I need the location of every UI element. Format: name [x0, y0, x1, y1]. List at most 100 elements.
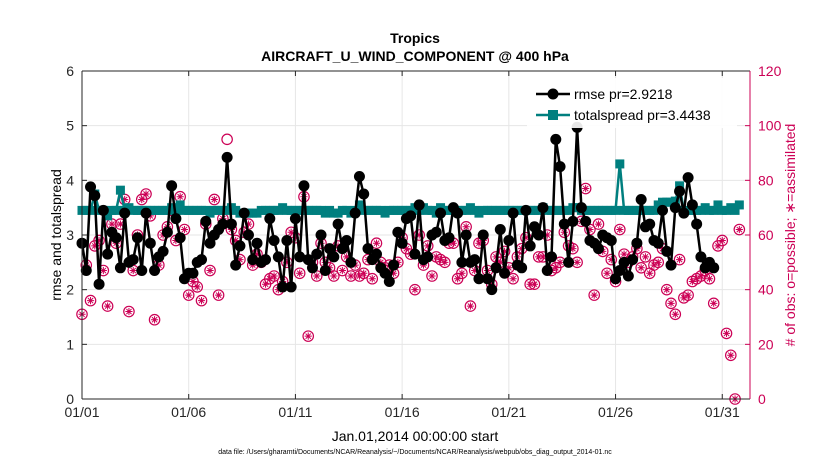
- obs-assimilated-point: [210, 195, 218, 204]
- obs-possible-point: [84, 294, 97, 307]
- y-tick-label-right: 20: [758, 336, 774, 352]
- obs-assimilated-point: [539, 253, 547, 261]
- legend-rmse-label: rmse pr=2.9218: [574, 86, 673, 102]
- obs-assimilated-point: [296, 269, 304, 277]
- totalspread-point: [115, 185, 125, 195]
- rmse-point: [358, 188, 370, 200]
- rmse-point: [550, 133, 562, 145]
- obs-possible-point: [195, 294, 208, 307]
- y-tick-label-left: 3: [66, 227, 74, 243]
- rmse-point: [686, 199, 698, 211]
- y-tick-label-left: 4: [66, 172, 74, 188]
- x-tick-label: 01/26: [598, 404, 633, 420]
- obs-assimilated-point: [603, 269, 611, 277]
- rmse-point: [652, 237, 664, 249]
- obs-possible-point: [302, 330, 315, 342]
- rmse-point: [669, 202, 681, 214]
- rmse-point: [635, 193, 647, 205]
- rmse-point: [247, 254, 259, 266]
- obs-possible-point: [660, 283, 673, 296]
- obs-possible-point: [592, 218, 605, 230]
- obs-possible-point: [123, 305, 135, 318]
- rmse-series: [76, 121, 720, 296]
- rmse-point: [285, 281, 297, 293]
- obs-assimilated-point: [454, 275, 462, 283]
- rmse-point: [260, 254, 272, 266]
- obs-assimilated-point: [496, 258, 504, 266]
- axes: 01/01 01/06 01/11 01/16 01/21 01/26 01/31 0 1 2 3 4…: [64, 63, 781, 420]
- obs-possible-point: [669, 308, 682, 321]
- rmse-point: [533, 229, 545, 241]
- obs-possible-point: [601, 267, 613, 280]
- obs-assimilated-point: [466, 302, 475, 310]
- rmse-point: [306, 262, 318, 274]
- rmse-point: [469, 254, 481, 266]
- data-file-note: data file: /Users/gharamti/Documents/NCA…: [218, 449, 612, 456]
- obs-assimilated-point: [232, 236, 240, 245]
- obs-possible-point: [720, 327, 733, 340]
- rmse-point: [443, 232, 455, 244]
- obs-assimilated-point: [637, 264, 645, 272]
- obs-possible-point: [507, 272, 519, 285]
- obs-assimilated-point: [475, 239, 483, 247]
- obs-assimilated-point: [663, 286, 671, 294]
- x-tick-label: 01/31: [705, 404, 740, 420]
- chart-title: Tropics: [390, 30, 440, 46]
- obs-possible-point: [221, 133, 233, 146]
- rmse-point: [520, 204, 532, 216]
- rmse-point: [460, 229, 472, 241]
- obs-assimilated-point: [722, 329, 731, 337]
- rmse-point: [691, 218, 703, 230]
- obs-assimilated-point: [189, 277, 197, 286]
- rmse-point: [456, 256, 468, 268]
- totalspread-point: [670, 196, 680, 206]
- rmse-point: [490, 262, 502, 274]
- obs-possible-point: [101, 300, 114, 312]
- rmse-point: [503, 234, 515, 246]
- obs-possible-point: [464, 300, 477, 312]
- totalspread-point: [615, 159, 625, 169]
- rmse-point: [136, 265, 148, 277]
- rmse-point: [631, 237, 643, 249]
- obs-assimilated-point: [590, 291, 598, 299]
- legend-rmse-marker: [547, 88, 559, 100]
- obs-possible-point: [665, 297, 677, 310]
- rmse-point: [221, 151, 233, 163]
- rmse-point: [656, 204, 668, 216]
- y-axis-label-right: # of obs: o=possible; ∗=assimilated: [782, 124, 798, 347]
- rmse-point: [140, 207, 152, 219]
- rmse-point: [119, 207, 131, 219]
- obs-possible-point: [148, 313, 161, 326]
- obs-assimilated-point: [505, 264, 513, 272]
- obs-assimilated-point: [680, 294, 688, 302]
- y-tick-label-left: 5: [66, 118, 74, 134]
- rmse-point: [268, 234, 280, 246]
- rmse-point: [204, 237, 216, 249]
- obs-assimilated-point: [462, 223, 470, 231]
- rmse-point: [166, 180, 178, 192]
- obs-assimilated-point: [368, 275, 376, 283]
- obs-assimilated-point: [646, 269, 654, 277]
- obs-assimilated-point: [313, 272, 321, 280]
- rmse-point: [575, 202, 587, 214]
- obs-possible-point: [703, 272, 716, 285]
- obs-assimilated-point: [150, 316, 159, 324]
- obs-possible-point: [204, 264, 216, 277]
- rmse-point: [187, 267, 199, 279]
- totalspread-point: [730, 205, 740, 215]
- obs-assimilated-point: [714, 242, 722, 250]
- obs-assimilated-point: [206, 266, 214, 275]
- rmse-point: [127, 254, 139, 266]
- rmse-point: [499, 267, 511, 279]
- obs-assimilated-point: [607, 256, 615, 264]
- rmse-point: [251, 237, 263, 249]
- y-axis-label-left: rmse and totalspread: [48, 169, 64, 301]
- legend: rmse pr=2.9218 totalspread pr=3.4438: [527, 78, 737, 128]
- rmse-point: [554, 161, 566, 173]
- obs-possible-point: [439, 256, 451, 269]
- rmse-point: [477, 229, 489, 241]
- obs-assimilated-point: [458, 269, 466, 277]
- obs-possible-point: [635, 261, 647, 274]
- obs-assimilated-point: [236, 256, 244, 264]
